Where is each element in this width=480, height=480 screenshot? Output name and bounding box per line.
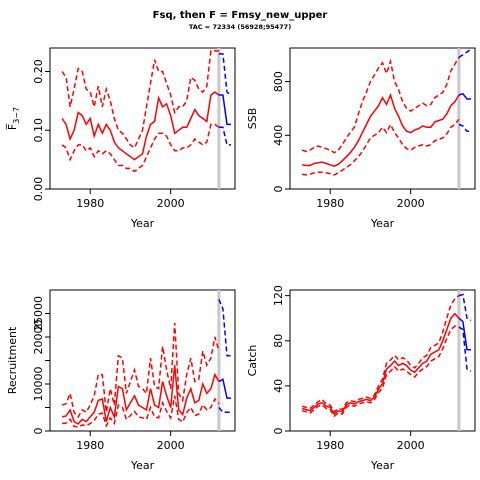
- y-tick-label: 80: [272, 334, 285, 348]
- forecast-lower-line: [458, 123, 471, 133]
- forecast-lower-line: [218, 407, 231, 413]
- plot-frame: [49, 47, 236, 190]
- x-axis-label: Year: [130, 459, 155, 472]
- series-estimate-line: [61, 365, 220, 425]
- series-upper-line: [301, 57, 460, 154]
- y-tick-label: 20000: [32, 320, 45, 355]
- sub-title: TAC = 72334 (56928;95477): [188, 23, 292, 31]
- y-tick-label: 120: [272, 285, 285, 306]
- x-axis-label: Year: [370, 459, 395, 472]
- series-upper-line: [61, 322, 220, 419]
- forecast-estimate-line: [458, 317, 471, 351]
- y-tick-label: 0: [32, 428, 45, 435]
- main-title: Fsq, then F = Fmsy_new_upper: [152, 10, 328, 21]
- series-upper-line: [61, 50, 219, 150]
- series-upper-line: [301, 295, 460, 413]
- x-tick-label: 1980: [76, 439, 104, 452]
- forecast-estimate-line: [458, 92, 471, 100]
- x-tick-label: 1980: [316, 439, 344, 452]
- y-tick-label: 400: [272, 125, 285, 146]
- x-axis-label: Year: [130, 217, 155, 230]
- series-lower-line: [61, 123, 220, 173]
- y-tick-label: 25000: [32, 296, 45, 331]
- y-axis-label: SSB: [246, 108, 259, 130]
- forecast-lower-line: [218, 126, 231, 146]
- series-lower-line: [62, 395, 220, 428]
- x-tick-label: 2000: [157, 439, 185, 452]
- forecast-upper-line: [218, 53, 232, 96]
- series-estimate-line: [301, 92, 460, 168]
- plot-frame: [49, 289, 236, 432]
- y-tick-label: 10000: [32, 367, 45, 402]
- x-tick-label: 2000: [157, 197, 185, 210]
- x-tick-label: 2000: [397, 439, 425, 452]
- series-lower-line: [301, 325, 460, 418]
- series-lower-line: [301, 118, 460, 176]
- y-tick-label: 0.00: [32, 177, 45, 202]
- y-tick-label: 0: [272, 428, 285, 435]
- y-axis-label: F̅3−7: [6, 107, 21, 130]
- y-axis-label: Catch: [246, 345, 259, 377]
- plot-frame: [289, 289, 476, 432]
- y-tick-label: 40: [272, 379, 285, 393]
- forecast-upper-line: [458, 48, 472, 59]
- x-tick-label: 2000: [397, 197, 425, 210]
- series-estimate-line: [301, 312, 460, 416]
- y-tick-label: 0.10: [32, 118, 45, 143]
- x-axis-label: Year: [370, 217, 395, 230]
- y-axis-label-subscript: 3−7: [12, 107, 21, 124]
- forecast-estimate-line: [218, 378, 231, 399]
- forecast-upper-line: [218, 299, 231, 357]
- x-tick-label: 1980: [76, 197, 104, 210]
- y-tick-label: 0: [272, 186, 285, 193]
- series-estimate-line: [61, 91, 220, 161]
- forecast-upper-line: [458, 293, 472, 322]
- x-tick-label: 1980: [316, 197, 344, 210]
- y-tick-label: 800: [272, 71, 285, 92]
- forecast-estimate-line: [218, 94, 231, 126]
- y-tick-label: 0.20: [32, 59, 45, 84]
- plot-frame: [289, 47, 476, 190]
- y-axis-label: Recruitment: [6, 326, 19, 394]
- y-axis-label-main: F̅: [6, 123, 19, 130]
- forecast-lower-line: [458, 326, 472, 372]
